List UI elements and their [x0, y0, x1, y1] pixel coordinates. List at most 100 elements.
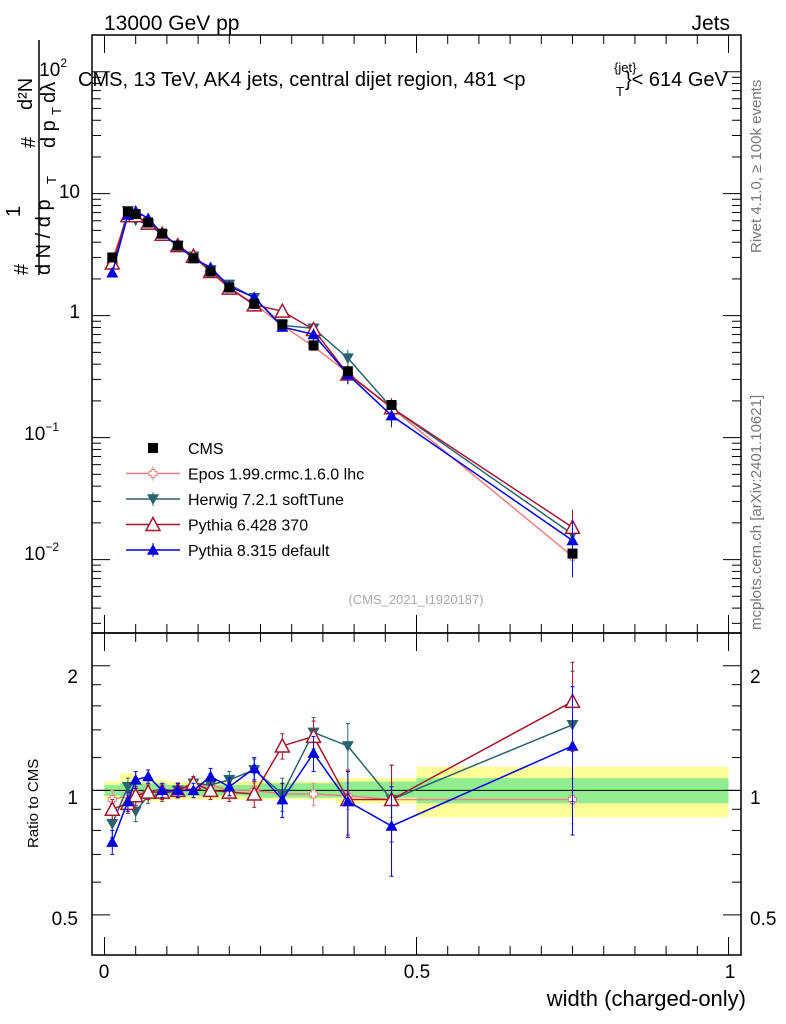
legend-label-2: Pythia 6.428 370: [188, 518, 308, 535]
cms-point: [308, 340, 319, 351]
cms-point: [172, 240, 183, 251]
x-tick-labels: 0 0.5 1: [99, 962, 736, 983]
ratio-point: [341, 795, 354, 807]
cms-point: [157, 228, 168, 239]
reference-label: (CMS_2021_I1920187): [348, 592, 483, 607]
mcplots-label: mcplots.cern.ch [arXiv:2401.10621]: [748, 395, 765, 630]
main-point: [274, 302, 291, 318]
y-label-dlambda: dλ: [38, 82, 60, 103]
ratio-series-layer: [104, 661, 581, 877]
main-axis-ticks: [92, 34, 741, 955]
cms-point: [386, 400, 397, 411]
ratio-point: [139, 783, 157, 799]
cms-point: [277, 319, 288, 330]
y-label-den-sub: T: [44, 176, 59, 184]
cms-point: [567, 548, 578, 559]
ratio-point: [127, 787, 144, 803]
y-label-one: 1: [3, 206, 25, 217]
main-y-tick-10: 10: [59, 182, 80, 203]
legend-label-1: Herwig 7.2.1 softTune: [188, 492, 344, 509]
legend-label-cms: CMS: [188, 441, 224, 458]
ratio-point: [171, 784, 184, 796]
ratio-point: [129, 773, 142, 785]
ratio-y-tick-2-left: 2: [67, 667, 78, 688]
ratio-point: [248, 762, 261, 774]
ratio-y-tick-labels: 2 1 0.5 2 1 0.5: [52, 667, 777, 930]
cms-point: [224, 282, 235, 293]
ratio-point: [187, 784, 200, 796]
plot-title-sup: {jet}: [614, 60, 637, 75]
main-y-tick-labels: 102 10 1 10−1 10−2: [24, 56, 80, 565]
main-y-tick-0.1: 10−1: [24, 420, 59, 445]
rivet-version-label: Rivet 4.1.0, ≥ 100k events: [748, 80, 765, 253]
ratio-y-tick-1-left: 1: [67, 788, 78, 809]
main-y-tick-1: 1: [69, 302, 80, 323]
ratio-band-inner-4: [335, 781, 417, 798]
ratio-point: [204, 770, 217, 782]
x-axis-label: width (charged-only): [546, 986, 746, 1011]
ratio-point: [106, 819, 119, 830]
main-point: [106, 266, 119, 278]
header-energy-label: 13000 GeV pp: [104, 12, 239, 35]
ratio-point: [274, 737, 291, 753]
x-tick-0: 0: [99, 962, 110, 983]
ratio-panel-frame: [91, 632, 742, 956]
main-point: [307, 328, 320, 340]
ratio-axis-ticks: [92, 665, 741, 916]
main-series-3: [106, 205, 579, 578]
legend-label-3: Pythia 8.315 default: [188, 543, 330, 560]
ratio-point: [385, 819, 398, 831]
main-series-0: [107, 208, 578, 564]
main-series-layer: [104, 205, 581, 578]
cms-data-points: [107, 206, 578, 559]
x-tick-0.5: 0.5: [404, 962, 430, 983]
ratio-point: [121, 795, 134, 807]
ratio-point: [309, 789, 319, 799]
plot-title-end: }< 614 GeV: [625, 69, 729, 91]
ratio-y-axis-label: Ratio to CMS: [25, 759, 42, 848]
cms-point: [107, 252, 118, 263]
legend-marker-2: [144, 515, 162, 532]
y-label-hash1: #: [11, 263, 33, 275]
cms-point: [249, 298, 260, 309]
main-series-line-1: [111, 209, 573, 535]
ratio-y-tick-2-right: 2: [750, 667, 761, 688]
y-label-d2n: d²N: [15, 78, 37, 110]
y-label-den: d N / d p: [33, 199, 55, 275]
plot-title-sub: T: [616, 84, 624, 99]
legend-marker-0: [148, 469, 158, 478]
ratio-point: [156, 784, 169, 796]
cms-point: [188, 253, 199, 264]
main-y-axis-label: # 1 d N / d p T # d p T dλ d²N: [3, 40, 64, 275]
cms-point: [342, 366, 353, 377]
legend-label-0: Epos 1.99.crmc.1.6.0 lhc: [188, 467, 364, 484]
cms-point: [122, 206, 133, 217]
y-label-dp: d p: [38, 120, 60, 148]
ratio-point: [245, 785, 263, 801]
cms-point: [130, 209, 141, 220]
ratio-series-3: [106, 686, 579, 877]
main-y-tick-0.01: 10−2: [24, 540, 59, 565]
ratio-y-tick-0.5-left: 0.5: [52, 909, 78, 930]
ratio-point: [223, 780, 236, 792]
legend-marker-1: [147, 494, 159, 505]
ratio-point: [202, 781, 219, 798]
main-point: [566, 534, 579, 546]
main-point: [341, 353, 354, 365]
y-label-dp-sub: T: [49, 107, 64, 115]
legend: CMS Epos 1.99.crmc.1.6.0 lhc Herwig 7.2.1 …: [126, 441, 364, 560]
ratio-point: [104, 800, 121, 817]
ratio-uncertainty-bands: [104, 766, 729, 818]
ratio-y-tick-0.5-right: 0.5: [750, 909, 776, 930]
main-y-tick-100: 102: [39, 56, 67, 81]
ratio-point: [121, 781, 134, 793]
ratio-point: [142, 770, 155, 782]
ratio-point: [106, 836, 119, 847]
main-point: [385, 409, 398, 421]
cms-point: [205, 266, 216, 277]
cms-point: [143, 217, 154, 228]
ratio-point: [307, 747, 320, 758]
x-tick-1: 1: [725, 962, 736, 983]
ratio-y-tick-1-right: 1: [750, 788, 761, 809]
